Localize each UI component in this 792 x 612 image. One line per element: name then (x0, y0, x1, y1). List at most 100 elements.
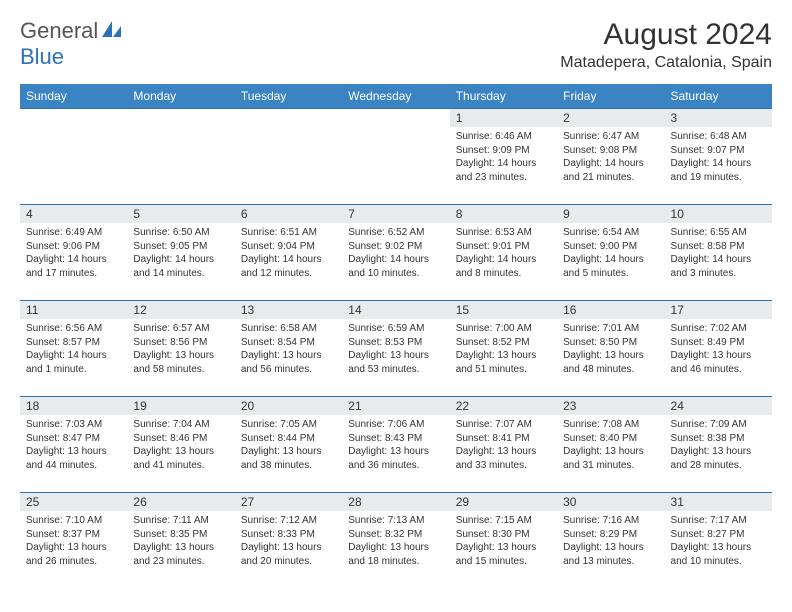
sunset-text: Sunset: 8:56 PM (133, 336, 228, 350)
day-info: Sunrise: 6:51 AMSunset: 9:04 PMDaylight:… (235, 223, 342, 284)
title-block: August 2024 Matadepera, Catalonia, Spain (560, 18, 772, 72)
daylight-text: Daylight: 13 hours and 23 minutes. (133, 541, 228, 568)
day-number: 4 (20, 205, 127, 223)
day-number: 17 (665, 301, 772, 319)
day-number: 25 (20, 493, 127, 511)
calendar-day-cell: 10Sunrise: 6:55 AMSunset: 8:58 PMDayligh… (665, 205, 772, 301)
day-number: 16 (557, 301, 664, 319)
sunset-text: Sunset: 8:32 PM (348, 528, 443, 542)
sunrise-text: Sunrise: 6:49 AM (26, 226, 121, 240)
sunset-text: Sunset: 8:43 PM (348, 432, 443, 446)
sunrise-text: Sunrise: 6:51 AM (241, 226, 336, 240)
daylight-text: Daylight: 13 hours and 28 minutes. (671, 445, 766, 472)
day-number: 5 (127, 205, 234, 223)
day-number: 22 (450, 397, 557, 415)
sunrise-text: Sunrise: 7:01 AM (563, 322, 658, 336)
sunrise-text: Sunrise: 6:56 AM (26, 322, 121, 336)
daylight-text: Daylight: 13 hours and 33 minutes. (456, 445, 551, 472)
calendar-day-cell: 11Sunrise: 6:56 AMSunset: 8:57 PMDayligh… (20, 301, 127, 397)
daylight-text: Daylight: 14 hours and 5 minutes. (563, 253, 658, 280)
daylight-text: Daylight: 14 hours and 21 minutes. (563, 157, 658, 184)
daylight-text: Daylight: 14 hours and 19 minutes. (671, 157, 766, 184)
daylight-text: Daylight: 13 hours and 15 minutes. (456, 541, 551, 568)
sunset-text: Sunset: 8:33 PM (241, 528, 336, 542)
header: GeneralBlue August 2024 Matadepera, Cata… (20, 18, 772, 72)
day-number: 29 (450, 493, 557, 511)
sunset-text: Sunset: 8:29 PM (563, 528, 658, 542)
weekday-header: Friday (557, 84, 664, 109)
sunset-text: Sunset: 8:35 PM (133, 528, 228, 542)
sunset-text: Sunset: 8:57 PM (26, 336, 121, 350)
sunset-text: Sunset: 9:07 PM (671, 144, 766, 158)
day-number: 19 (127, 397, 234, 415)
day-number: 28 (342, 493, 449, 511)
calendar-day-cell: 21Sunrise: 7:06 AMSunset: 8:43 PMDayligh… (342, 397, 449, 493)
sunrise-text: Sunrise: 6:46 AM (456, 130, 551, 144)
sunrise-text: Sunrise: 6:54 AM (563, 226, 658, 240)
calendar-day-cell: 17Sunrise: 7:02 AMSunset: 8:49 PMDayligh… (665, 301, 772, 397)
day-info: Sunrise: 7:07 AMSunset: 8:41 PMDaylight:… (450, 415, 557, 476)
day-number: 6 (235, 205, 342, 223)
weekday-header: Monday (127, 84, 234, 109)
day-number: 11 (20, 301, 127, 319)
day-number: 8 (450, 205, 557, 223)
day-info: Sunrise: 7:02 AMSunset: 8:49 PMDaylight:… (665, 319, 772, 380)
sunrise-text: Sunrise: 6:48 AM (671, 130, 766, 144)
sunset-text: Sunset: 8:46 PM (133, 432, 228, 446)
daylight-text: Daylight: 13 hours and 18 minutes. (348, 541, 443, 568)
daylight-text: Daylight: 13 hours and 38 minutes. (241, 445, 336, 472)
daylight-text: Daylight: 13 hours and 51 minutes. (456, 349, 551, 376)
sunrise-text: Sunrise: 6:53 AM (456, 226, 551, 240)
calendar-day-cell: 6Sunrise: 6:51 AMSunset: 9:04 PMDaylight… (235, 205, 342, 301)
calendar-day-cell: .. (235, 109, 342, 205)
calendar-day-cell: 26Sunrise: 7:11 AMSunset: 8:35 PMDayligh… (127, 493, 234, 589)
location-subtitle: Matadepera, Catalonia, Spain (560, 54, 772, 72)
day-number: 20 (235, 397, 342, 415)
daylight-text: Daylight: 14 hours and 23 minutes. (456, 157, 551, 184)
daylight-text: Daylight: 13 hours and 36 minutes. (348, 445, 443, 472)
daylight-text: Daylight: 13 hours and 46 minutes. (671, 349, 766, 376)
calendar-day-cell: 18Sunrise: 7:03 AMSunset: 8:47 PMDayligh… (20, 397, 127, 493)
day-info: Sunrise: 7:08 AMSunset: 8:40 PMDaylight:… (557, 415, 664, 476)
calendar-day-cell: 20Sunrise: 7:05 AMSunset: 8:44 PMDayligh… (235, 397, 342, 493)
sunrise-text: Sunrise: 7:08 AM (563, 418, 658, 432)
calendar-day-cell: .. (20, 109, 127, 205)
day-info: Sunrise: 7:09 AMSunset: 8:38 PMDaylight:… (665, 415, 772, 476)
day-number: 18 (20, 397, 127, 415)
daylight-text: Daylight: 13 hours and 56 minutes. (241, 349, 336, 376)
daylight-text: Daylight: 14 hours and 14 minutes. (133, 253, 228, 280)
sunrise-text: Sunrise: 7:02 AM (671, 322, 766, 336)
daylight-text: Daylight: 14 hours and 17 minutes. (26, 253, 121, 280)
calendar-day-cell: 27Sunrise: 7:12 AMSunset: 8:33 PMDayligh… (235, 493, 342, 589)
sunrise-text: Sunrise: 7:11 AM (133, 514, 228, 528)
day-info: Sunrise: 7:13 AMSunset: 8:32 PMDaylight:… (342, 511, 449, 572)
day-number: 1 (450, 109, 557, 127)
day-info: Sunrise: 6:46 AMSunset: 9:09 PMDaylight:… (450, 127, 557, 188)
daylight-text: Daylight: 13 hours and 31 minutes. (563, 445, 658, 472)
daylight-text: Daylight: 13 hours and 53 minutes. (348, 349, 443, 376)
day-info: Sunrise: 7:05 AMSunset: 8:44 PMDaylight:… (235, 415, 342, 476)
daylight-text: Daylight: 14 hours and 8 minutes. (456, 253, 551, 280)
sunset-text: Sunset: 9:09 PM (456, 144, 551, 158)
day-info: Sunrise: 6:53 AMSunset: 9:01 PMDaylight:… (450, 223, 557, 284)
weekday-header: Sunday (20, 84, 127, 109)
calendar-day-cell: 28Sunrise: 7:13 AMSunset: 8:32 PMDayligh… (342, 493, 449, 589)
sunset-text: Sunset: 8:27 PM (671, 528, 766, 542)
day-number: 9 (557, 205, 664, 223)
calendar-day-cell: 31Sunrise: 7:17 AMSunset: 8:27 PMDayligh… (665, 493, 772, 589)
daylight-text: Daylight: 13 hours and 20 minutes. (241, 541, 336, 568)
sunrise-text: Sunrise: 6:57 AM (133, 322, 228, 336)
sunrise-text: Sunrise: 7:10 AM (26, 514, 121, 528)
day-info: Sunrise: 7:10 AMSunset: 8:37 PMDaylight:… (20, 511, 127, 572)
day-info: Sunrise: 7:03 AMSunset: 8:47 PMDaylight:… (20, 415, 127, 476)
day-number: 27 (235, 493, 342, 511)
daylight-text: Daylight: 14 hours and 12 minutes. (241, 253, 336, 280)
weekday-header: Tuesday (235, 84, 342, 109)
calendar-day-cell: 15Sunrise: 7:00 AMSunset: 8:52 PMDayligh… (450, 301, 557, 397)
sunset-text: Sunset: 9:08 PM (563, 144, 658, 158)
day-number: 31 (665, 493, 772, 511)
day-info: Sunrise: 6:57 AMSunset: 8:56 PMDaylight:… (127, 319, 234, 380)
day-number: 3 (665, 109, 772, 127)
sunrise-text: Sunrise: 7:05 AM (241, 418, 336, 432)
calendar-week-row: ........1Sunrise: 6:46 AMSunset: 9:09 PM… (20, 109, 772, 205)
